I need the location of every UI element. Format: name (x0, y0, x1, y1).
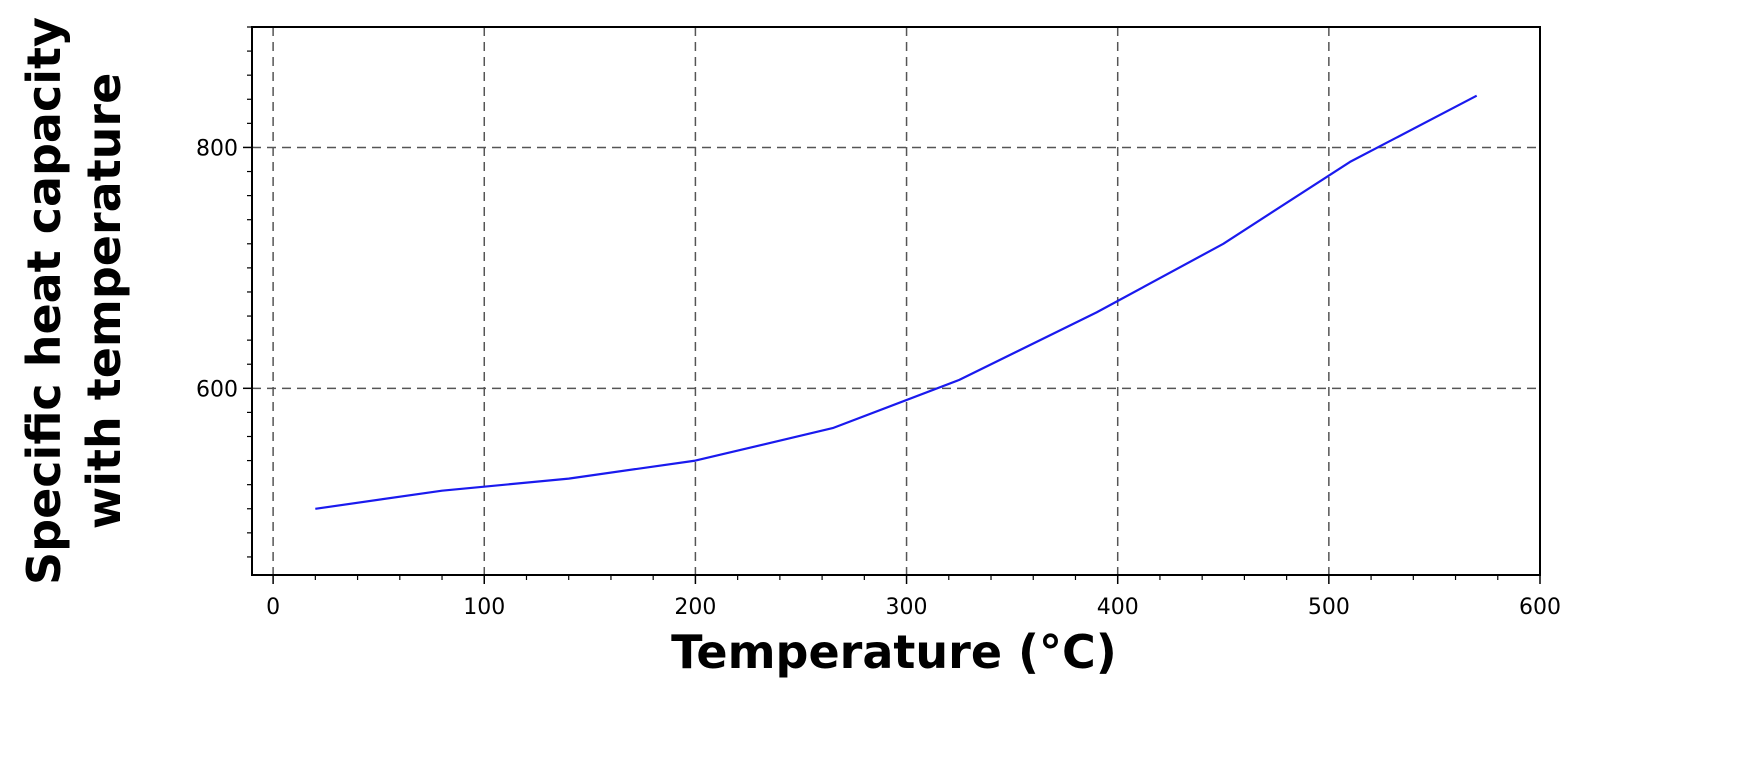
axis-ticks (243, 26, 1541, 584)
y-tick-label: 800 (196, 136, 238, 161)
y-tick-label: 600 (196, 377, 238, 402)
tick-labels: 0 100 200 300 400 500 600 600 800 (196, 136, 1561, 620)
x-tick-label: 500 (1308, 595, 1350, 620)
plot-frame (251, 26, 1541, 576)
x-tick-label: 0 (266, 595, 280, 620)
series-line (315, 94, 1478, 510)
y-axis-title-line-1: Specific heat capacity (17, 17, 71, 585)
x-tick-label: 300 (886, 595, 928, 620)
x-tick-label: 200 (674, 595, 716, 620)
x-tick-label: 400 (1097, 595, 1139, 620)
data-series (315, 94, 1478, 510)
x-axis-title: Temperature (°C) (671, 625, 1117, 679)
x-tick-label: 600 (1519, 595, 1561, 620)
y-axis-title-line-2: with temperature (77, 73, 131, 530)
x-tick-label: 100 (463, 595, 505, 620)
grid (252, 27, 1540, 575)
